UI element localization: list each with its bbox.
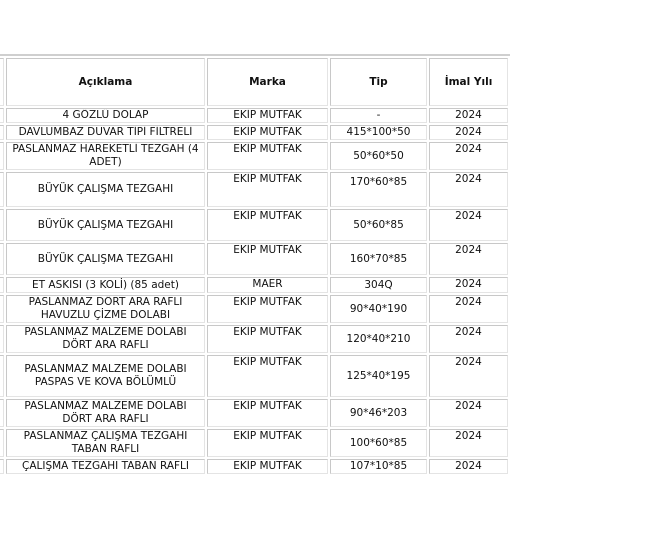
table-row: PASLANMAZ DÖRT ARA RAFLI HAVUZLU ÇİZME D… (0, 295, 508, 323)
cell-imal-yili: 2024 (429, 142, 508, 170)
cell-aciklama: PASLANMAZ MALZEME DOLABI PASPAS VE KOVA … (6, 355, 205, 397)
cell-imal-yili: 2024 (429, 108, 508, 123)
table-row: PASLANMAZ MALZEME DOLABI PASPAS VE KOVA … (0, 355, 508, 397)
cell-aciklama: PASLANMAZ ÇALIŞMA TEZGAHI TABAN RAFLI (6, 429, 205, 457)
cell-marka: EKİP MUTFAK (207, 142, 328, 170)
cell-marka: EKİP MUTFAK (207, 108, 328, 123)
cell-tip: 100*60*85 (330, 429, 427, 457)
cell-tip: 125*40*195 (330, 355, 427, 397)
table-row: 4 GÖZLÜ DOLAP EKİP MUTFAK -2024 (0, 108, 508, 123)
cell-aciklama: PASLANMAZ MALZEME DOLABI DÖRT ARA RAFLI (6, 325, 205, 353)
cell-imal-yili: 2024 (429, 125, 508, 140)
cell-imal-yili: 2024 (429, 325, 508, 353)
header-index (0, 58, 4, 106)
table-row: ET ASKISI (3 KOLİ) (85 adet) MAER 304Q 2024 (0, 277, 508, 293)
cell-tip: 50*60*50 (330, 142, 427, 170)
header-row: Açıklama Marka Tip İmal Yılı (0, 58, 508, 106)
table-row: BÜYÜK ÇALIŞMA TEZGAHI EKİP MUTFAK 160*70*8… (0, 243, 508, 275)
table-row: BÜYÜK ÇALIŞMA TEZGAHI EKİP MUTFAK 170*60*8… (0, 172, 508, 207)
cell-imal-yili: 2024 (429, 243, 508, 275)
row-index-cell (0, 429, 4, 457)
cell-marka: EKİP MUTFAK (207, 459, 328, 474)
table-row: BÜYÜK ÇALIŞMA TEZGAHI EKİP MUTFAK 50*60*85… (0, 209, 508, 241)
table-row: ÇALIŞMA TEZGAHI TABAN RAFLI EKİP MUTFAK 10… (0, 459, 508, 474)
row-index-cell (0, 295, 4, 323)
cell-aciklama: DAVLUMBAZ DUVAR TİPİ FİLTRELİ (6, 125, 205, 140)
header-tip: Tip (330, 58, 427, 106)
row-index-cell (0, 108, 4, 123)
cell-marka: EKİP MUTFAK (207, 125, 328, 140)
cell-aciklama: PASLANMAZ MALZEME DOLABI DÖRT ARA RAFLI (6, 399, 205, 427)
cell-tip: 160*70*85 (330, 243, 427, 275)
row-index-cell (0, 325, 4, 353)
cell-imal-yili: 2024 (429, 429, 508, 457)
header-imal-yili: İmal Yılı (429, 58, 508, 106)
cell-aciklama: PASLANMAZ HAREKETLİ TEZGAH (4 ADET) (6, 142, 205, 170)
header-marka: Marka (207, 58, 328, 106)
cell-marka: EKİP MUTFAK (207, 209, 328, 241)
row-index-cell (0, 355, 4, 397)
cell-imal-yili: 2024 (429, 277, 508, 293)
header-aciklama: Açıklama (6, 58, 205, 106)
cell-aciklama: ÇALIŞMA TEZGAHI TABAN RAFLI (6, 459, 205, 474)
cell-tip: 120*40*210 (330, 325, 427, 353)
cell-aciklama: PASLANMAZ DÖRT ARA RAFLI HAVUZLU ÇİZME D… (6, 295, 205, 323)
cell-marka: MAER (207, 277, 328, 293)
table-row: PASLANMAZ MALZEME DOLABI DÖRT ARA RAFLI E… (0, 399, 508, 427)
cell-tip: 50*60*85 (330, 209, 427, 241)
equipment-table: Açıklama Marka Tip İmal Yılı 4 GÖZLÜ DOL… (0, 56, 510, 476)
cell-imal-yili: 2024 (429, 172, 508, 207)
cell-marka: EKİP MUTFAK (207, 243, 328, 275)
row-index-cell (0, 172, 4, 207)
cell-tip: 415*100*50 (330, 125, 427, 140)
table-row: PASLANMAZ HAREKETLİ TEZGAH (4 ADET) EKİP … (0, 142, 508, 170)
row-index-cell (0, 243, 4, 275)
cell-marka: EKİP MUTFAK (207, 429, 328, 457)
cell-imal-yili: 2024 (429, 209, 508, 241)
cell-tip: 107*10*85 (330, 459, 427, 474)
row-index-cell (0, 399, 4, 427)
cell-marka: EKİP MUTFAK (207, 325, 328, 353)
cell-imal-yili: 2024 (429, 355, 508, 397)
cell-aciklama: 4 GÖZLÜ DOLAP (6, 108, 205, 123)
cell-tip: 90*46*203 (330, 399, 427, 427)
cell-aciklama: BÜYÜK ÇALIŞMA TEZGAHI (6, 209, 205, 241)
cell-tip: 170*60*85 (330, 172, 427, 207)
row-index-cell (0, 209, 4, 241)
table-row: PASLANMAZ ÇALIŞMA TEZGAHI TABAN RAFLI EKİ… (0, 429, 508, 457)
cell-imal-yili: 2024 (429, 399, 508, 427)
cell-aciklama: ET ASKISI (3 KOLİ) (85 adet) (6, 277, 205, 293)
row-index-cell (0, 142, 4, 170)
cell-marka: EKİP MUTFAK (207, 399, 328, 427)
cell-aciklama: BÜYÜK ÇALIŞMA TEZGAHI (6, 243, 205, 275)
cell-marka: EKİP MUTFAK (207, 355, 328, 397)
cell-marka: EKİP MUTFAK (207, 295, 328, 323)
cell-marka: EKİP MUTFAK (207, 172, 328, 207)
equipment-table-container: Açıklama Marka Tip İmal Yılı 4 GÖZLÜ DOL… (0, 54, 510, 476)
row-index-cell (0, 125, 4, 140)
cell-imal-yili: 2024 (429, 459, 508, 474)
cell-aciklama: BÜYÜK ÇALIŞMA TEZGAHI (6, 172, 205, 207)
table-row: DAVLUMBAZ DUVAR TİPİ FİLTRELİ EKİP MUTFAK… (0, 125, 508, 140)
cell-tip: - (330, 108, 427, 123)
row-index-cell (0, 277, 4, 293)
row-index-cell (0, 459, 4, 474)
cell-imal-yili: 2024 (429, 295, 508, 323)
table-row: PASLANMAZ MALZEME DOLABI DÖRT ARA RAFLI E… (0, 325, 508, 353)
cell-tip: 304Q (330, 277, 427, 293)
cell-tip: 90*40*190 (330, 295, 427, 323)
